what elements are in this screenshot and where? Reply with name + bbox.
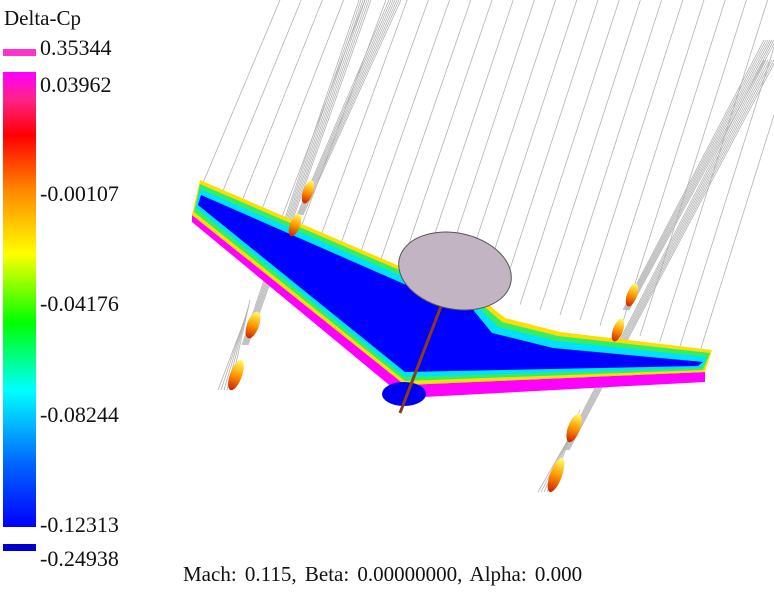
legend-tick-label: -0.04176 — [40, 291, 119, 316]
streamline — [243, 0, 364, 346]
streamline — [563, 59, 767, 451]
streamline — [219, 0, 302, 199]
streamline — [623, 39, 767, 311]
streamline — [379, 0, 472, 263]
legend-tick-label: -0.08244 — [40, 402, 119, 427]
streamline — [559, 0, 662, 316]
streamline — [479, 0, 578, 295]
streamline — [247, 0, 372, 346]
streamline — [519, 0, 620, 305]
streamline — [246, 0, 370, 346]
streamline — [297, 0, 392, 216]
streamline — [245, 0, 368, 346]
streamline — [565, 59, 771, 451]
streamline — [300, 0, 398, 216]
streamline — [567, 59, 774, 451]
streamline — [619, 0, 726, 331]
streamline — [625, 39, 771, 311]
streamline — [399, 0, 493, 271]
streamline — [259, 0, 344, 215]
streamline — [319, 0, 408, 239]
streamline — [241, 0, 360, 346]
streamline — [579, 0, 684, 321]
streamline — [279, 0, 366, 223]
streamline — [699, 113, 774, 352]
legend-tick-label: 0.03962 — [40, 72, 112, 97]
legend-title: Delta-Cp — [4, 6, 81, 30]
streamline — [217, 315, 247, 391]
wing-trailing-edge-band — [192, 215, 705, 398]
streamline — [627, 39, 774, 311]
legend-gradient-bar — [3, 72, 36, 527]
engine-plume — [228, 359, 244, 391]
streamline — [626, 39, 773, 311]
legend-tick-label: -0.00107 — [40, 181, 119, 206]
streamline — [599, 0, 705, 326]
streamline — [566, 59, 773, 451]
streamline — [539, 0, 641, 311]
streamline — [302, 0, 402, 216]
color-legend — [3, 49, 36, 551]
streamline — [624, 39, 769, 311]
engine-plume — [611, 318, 625, 342]
legend-min-swatch — [3, 544, 36, 551]
streamline — [359, 0, 450, 255]
streamline — [199, 0, 281, 191]
streamline — [499, 0, 599, 300]
streamline — [301, 0, 400, 216]
streamline — [562, 59, 765, 451]
streamline — [339, 0, 429, 247]
streamline — [419, 0, 514, 279]
engine-plume — [547, 457, 565, 493]
streamline — [298, 0, 394, 216]
streamline — [622, 39, 765, 311]
streamline — [239, 0, 323, 207]
streamline — [242, 0, 362, 346]
flow-conditions-label: Mach: 0.115, Beta: 0.00000000, Alpha: 0.… — [183, 562, 583, 586]
engine-plume — [625, 283, 639, 307]
streamline — [299, 0, 396, 216]
streamline — [296, 0, 390, 216]
legend-max-label: 0.35344 — [40, 35, 112, 60]
legend-min-label: -0.24938 — [40, 546, 119, 571]
engine-plume — [301, 180, 315, 204]
streamline — [679, 45, 774, 347]
flying-wing-model — [192, 180, 712, 414]
engine-plume — [566, 413, 582, 443]
engine-plume — [245, 311, 261, 339]
wing-surface-blue — [198, 195, 703, 372]
wing-nose-bulge — [382, 382, 426, 406]
rotor-disk — [398, 231, 512, 311]
engine-plumes — [228, 180, 639, 493]
engine-plume — [288, 213, 302, 237]
legend-max-swatch — [3, 49, 36, 56]
streamline — [244, 0, 366, 346]
legend-tick-label: -0.12313 — [40, 512, 119, 537]
